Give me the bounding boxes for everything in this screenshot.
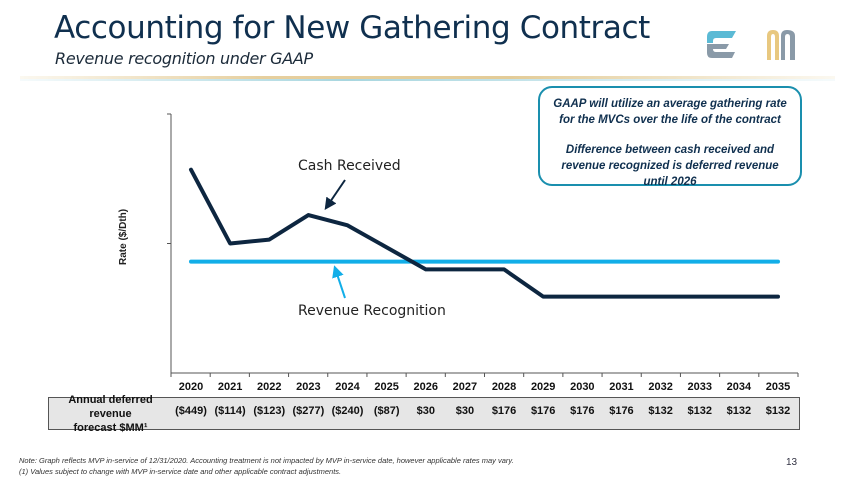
table-cell-value: ($123) (253, 405, 286, 417)
x-tick-label: 2022 (257, 381, 282, 393)
x-tick-label: 2023 (296, 381, 321, 393)
table-cell-value: ($240) (331, 405, 364, 417)
x-tick-label: 2024 (335, 381, 360, 393)
page-subtitle: Revenue recognition under GAAP (55, 49, 313, 68)
x-tick-label: 2021 (217, 381, 243, 393)
table-cell-value: $176 (530, 405, 556, 417)
x-tick-label: 2028 (491, 381, 517, 393)
header-divider-accent (20, 79, 835, 81)
row-label-line1: Annual deferred revenue (68, 393, 153, 420)
callout-text-average-rate: GAAP will utilize an average gathering r… (553, 98, 787, 126)
table-cell-value: $30 (416, 405, 435, 417)
x-tick-label: 2030 (570, 381, 595, 393)
footnote-line1: Note: Graph reflects MVP in-service of 1… (19, 456, 514, 465)
x-tick-label: 2027 (452, 381, 478, 393)
table-row-label: Annual deferred revenue forecast $MM¹ (48, 393, 173, 434)
x-tick-label: 2035 (765, 381, 791, 393)
gaap-callout-box: GAAP will utilize an average gathering r… (538, 86, 802, 188)
annotation-revenue-recognition: Revenue Recognition (298, 303, 446, 319)
table-cell-value: ($449) (175, 405, 207, 417)
table-cell-value: ($87) (373, 405, 400, 417)
x-tick-label: 2034 (726, 381, 752, 393)
table-cell-value: $176 (570, 405, 595, 417)
deferred-revenue-table (48, 397, 800, 430)
footnote-line2: (1) Values subject to change with MVP in… (19, 467, 342, 476)
table-cell-value: $132 (765, 405, 791, 417)
page-title: Accounting for New Gathering Contract (54, 10, 650, 46)
revenue-recognition-arrow (332, 265, 346, 299)
page-number: 13 (786, 457, 798, 468)
x-tick-label: 2026 (413, 381, 439, 393)
table-cell-value: $176 (609, 405, 634, 417)
callout-text-deferred-revenue: Difference between cash received and rev… (561, 144, 779, 188)
mountain-valley-logo-icon (767, 30, 795, 60)
table-cell-value: $132 (726, 405, 752, 417)
row-label-line2: forecast $MM¹ (73, 421, 148, 434)
footnote: Note: Graph reflects MVP in-service of 1… (19, 455, 514, 477)
x-tick-label: 2033 (687, 381, 712, 393)
series-line-cash-received (189, 167, 780, 299)
table-cell-value: ($277) (292, 405, 325, 417)
equitrans-e-logo-icon (707, 31, 736, 58)
table-cell-value: $30 (455, 405, 475, 417)
cash-received-arrow (324, 179, 346, 210)
x-tick-label: 2029 (530, 381, 556, 393)
table-cell-value: $132 (648, 405, 673, 417)
table-cell-value: $132 (687, 405, 712, 417)
x-tick-label: 2020 (178, 381, 204, 393)
y-axis-label: Rate ($/Dth) (118, 208, 129, 265)
table-cell-value: ($114) (214, 405, 246, 417)
header-divider (20, 76, 835, 79)
x-tick-label: 2032 (648, 381, 673, 393)
x-tick-label: 2025 (374, 381, 399, 393)
table-cell-value: $176 (491, 405, 517, 417)
annotation-cash-received: Cash Received (298, 158, 401, 174)
x-tick-label: 2031 (609, 381, 634, 393)
